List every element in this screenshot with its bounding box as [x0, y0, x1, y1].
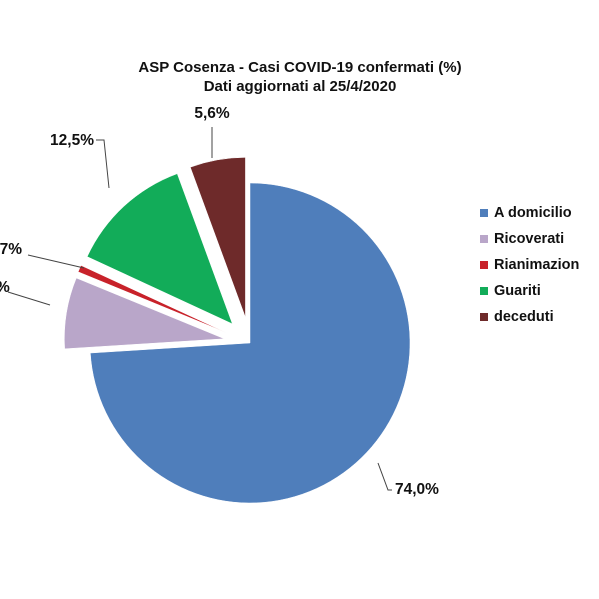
pie-slice-ricoverati [64, 277, 225, 350]
data-label-a-domicilio: 74,0% [395, 481, 439, 498]
legend-entry: A domicilio [494, 205, 572, 221]
legend-swatch [480, 261, 488, 269]
pie-data-labels: 74,0% 7% 12,5% 5,6%% [0, 105, 439, 498]
data-label-ricoverati: % [0, 279, 10, 296]
leader-line [7, 291, 51, 306]
chart-legend: A domicilio Ricoverati Rianimazion Guariti d… [480, 205, 579, 325]
pie-slice-deceduti [189, 157, 246, 318]
leader-line [377, 462, 392, 491]
pie-slice-rianimazione [77, 265, 227, 333]
chart-title: ASP Cosenza - Casi COVID-19 confermati (… [138, 59, 461, 76]
legend-entry: deceduti [494, 309, 554, 325]
chart-subtitle: Dati aggiornati al 25/4/2020 [204, 78, 397, 95]
data-label-guariti: 12,5% [50, 132, 94, 149]
data-label-deceduti: 5,6% [194, 105, 230, 122]
leader-line [27, 254, 85, 269]
data-label-rianimazione: 7% [0, 241, 22, 258]
pie-slice-a-domicilio [90, 182, 411, 504]
legend-swatch [480, 287, 488, 295]
legend-swatch [480, 235, 488, 243]
pie-slice-guariti [86, 173, 233, 325]
legend-swatch [480, 209, 488, 217]
legend-swatch [480, 313, 488, 321]
pie-slices [64, 157, 411, 504]
legend-entry: Ricoverati [494, 231, 564, 247]
chart-title-group: ASP Cosenza - Casi COVID-19 confermati (… [138, 59, 461, 95]
legend-entry: Rianimazion [494, 257, 579, 273]
legend-entry: Guariti [494, 283, 541, 299]
leader-line [96, 139, 110, 189]
